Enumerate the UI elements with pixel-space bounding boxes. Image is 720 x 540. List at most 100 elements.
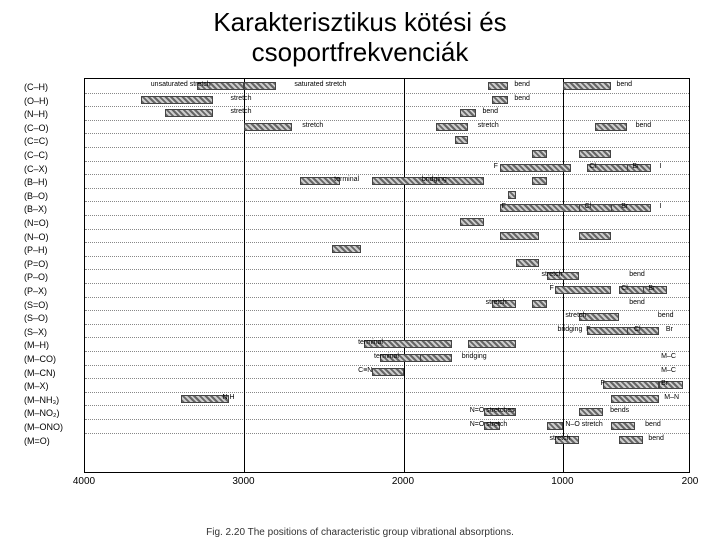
grid-hline (85, 297, 689, 298)
grid-hline (85, 324, 689, 325)
bar-annotation: bend (629, 299, 645, 306)
bar-annotation: C≡N (358, 367, 372, 374)
bar-annotation: stretch (542, 271, 563, 278)
grid-hline (85, 161, 689, 162)
bar-annotation: Br (666, 326, 673, 333)
bar-annotation: bend (629, 271, 645, 278)
bond-label: (C=C) (24, 136, 48, 146)
absorption-bar (547, 422, 563, 430)
bar-annotation: bridging (422, 176, 447, 183)
bar-annotation: bridging (557, 326, 582, 333)
bond-label: (S–O) (24, 313, 48, 323)
grid-hline (85, 201, 689, 202)
bond-label: (B–O) (24, 191, 48, 201)
absorption-bar (532, 150, 548, 158)
absorption-bar (611, 204, 651, 212)
bar-annotation: stretch (549, 435, 570, 442)
bar-annotation: bend (616, 81, 632, 88)
x-tick-label: 200 (682, 476, 699, 487)
bar-annotation: M–C (661, 353, 676, 360)
grid-vline (244, 79, 245, 472)
bond-label: (O–H) (24, 96, 49, 106)
bar-annotation: bend (645, 421, 661, 428)
title-line-2: csoportfrekvenciák (252, 37, 469, 67)
bond-label: (N–O) (24, 232, 49, 242)
bar-annotation: M–N (664, 394, 679, 401)
bar-annotation: stretch (478, 122, 499, 129)
bar-annotation: Br (621, 203, 628, 210)
grid-hline (85, 433, 689, 434)
grid-vline (404, 79, 405, 472)
bond-label: (M–NO₂) (24, 408, 60, 418)
absorption-bar (244, 82, 276, 90)
absorption-bar (455, 136, 468, 144)
absorption-bar (488, 82, 507, 90)
bar-annotation: I (660, 203, 662, 210)
absorption-bar (332, 245, 361, 253)
absorption-bar (500, 232, 540, 240)
figure-caption: Fig. 2.20 The positions of characteristi… (0, 527, 720, 538)
x-tick-label: 3000 (232, 476, 254, 487)
bar-annotation: Br (648, 285, 655, 292)
absorption-bar (516, 259, 540, 267)
bond-label: (C–H) (24, 82, 48, 92)
grid-hline (85, 215, 689, 216)
bar-annotation: F (502, 203, 506, 210)
grid-hline (85, 188, 689, 189)
bond-label: (B–X) (24, 204, 47, 214)
bar-annotation: Cl (634, 326, 641, 333)
grid-hline (85, 147, 689, 148)
bond-label: (P–X) (24, 286, 47, 296)
bond-label: (M=O) (24, 436, 50, 446)
x-tick-label: 4000 (73, 476, 95, 487)
grid-hline (85, 337, 689, 338)
bond-label: (M–ONO) (24, 422, 63, 432)
absorption-bar (619, 436, 643, 444)
grid-hline (85, 392, 689, 393)
grid-hline (85, 283, 689, 284)
bar-annotation: I (660, 163, 662, 170)
absorption-bar (165, 109, 213, 117)
absorption-bar (595, 123, 627, 131)
bar-annotation: stretch (231, 95, 252, 102)
x-tick-label: 1000 (551, 476, 573, 487)
absorption-bar (500, 164, 572, 172)
bond-label: (M–NH₃) (24, 395, 59, 405)
absorption-bar (372, 368, 404, 376)
bar-annotation: Br (661, 380, 668, 387)
absorption-bar (627, 327, 659, 335)
bond-label: (P–H) (24, 245, 48, 255)
bar-annotation: bend (514, 95, 530, 102)
absorption-bar (468, 340, 516, 348)
absorption-bar (508, 191, 516, 199)
grid-hline (85, 419, 689, 420)
absorption-bar (555, 286, 611, 294)
grid-hline (85, 106, 689, 107)
bar-annotation: saturated stretch (294, 81, 346, 88)
bar-annotation: terminal (358, 339, 383, 346)
absorption-bar (532, 177, 548, 185)
bar-annotation: Br (632, 163, 639, 170)
bar-annotation: unsaturated stretch (151, 81, 211, 88)
bar-annotation: Cl (585, 203, 592, 210)
bond-label: (P–O) (24, 272, 48, 282)
absorption-bar (603, 381, 659, 389)
bar-annotation: bend (482, 108, 498, 115)
bar-annotation: M–C (661, 367, 676, 374)
bond-label: (C–O) (24, 123, 49, 133)
bar-annotation: bend (514, 81, 530, 88)
bar-annotation: bends (610, 407, 629, 414)
absorption-bar (141, 96, 213, 104)
bar-annotation: stretch (486, 299, 507, 306)
bar-annotation: F (549, 285, 553, 292)
absorption-bar (460, 218, 484, 226)
absorption-bar (420, 354, 452, 362)
bar-annotation: stretch (565, 312, 586, 319)
bar-annotation: bend (648, 435, 664, 442)
bond-label: (C–C) (24, 150, 48, 160)
grid-hline (85, 378, 689, 379)
absorption-bar (181, 395, 229, 403)
bar-annotation: bend (658, 312, 674, 319)
grid-hline (85, 310, 689, 311)
absorption-bar (563, 82, 611, 90)
